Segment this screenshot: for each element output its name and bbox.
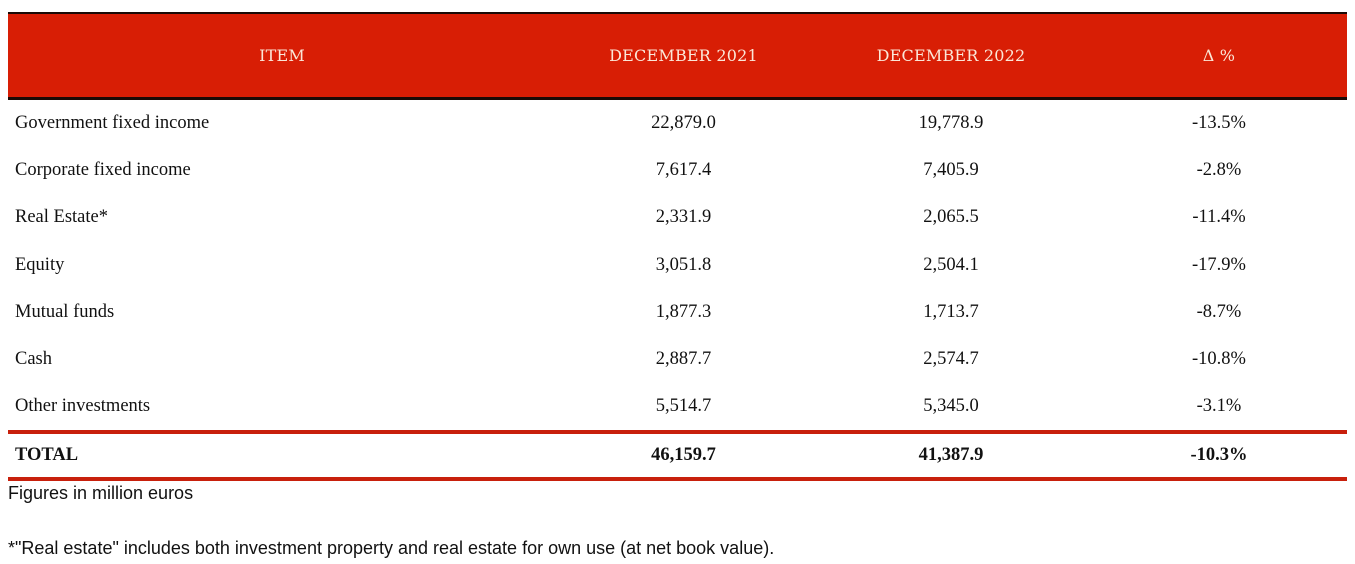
total-bottom-rule <box>8 477 1347 482</box>
row-item: Real Estate* <box>15 207 108 228</box>
row-dec2021: 3,051.8 <box>655 254 712 275</box>
row-dec2021: 7,617.4 <box>655 160 712 181</box>
row-delta: -11.4% <box>1192 207 1246 228</box>
investments-table: ITEM DECEMBER 2021 DECEMBER 2022 Δ % Gov… <box>8 12 1347 482</box>
header-december-2022: DECEMBER 2022 <box>876 46 1026 65</box>
table-row: Cash 2,887.7 2,574.7 -10.8% <box>8 336 1347 383</box>
row-item: Government fixed income <box>15 113 210 134</box>
row-dec2022: 19,778.9 <box>918 113 984 134</box>
row-item: Mutual funds <box>15 301 115 322</box>
table-row: Real Estate* 2,331.9 2,065.5 -11.4% <box>8 194 1347 241</box>
table-row: Equity 3,051.8 2,504.1 -17.9% <box>8 242 1347 289</box>
header-bottom-rule <box>8 97 1347 100</box>
header-delta-percent: Δ % <box>1202 46 1236 65</box>
row-dec2021: 5,514.7 <box>655 396 712 417</box>
total-delta: -10.3% <box>1190 445 1248 466</box>
total-row: TOTAL 46,159.7 41,387.9 -10.3% <box>8 434 1347 477</box>
row-delta: -2.8% <box>1196 160 1242 181</box>
total-dec2021: 46,159.7 <box>651 445 716 466</box>
table-row: Government fixed income 22,879.0 19,778.… <box>8 100 1347 147</box>
row-item: Corporate fixed income <box>15 160 191 181</box>
row-delta: -10.8% <box>1192 349 1246 370</box>
row-dec2021: 2,331.9 <box>655 207 712 228</box>
real-estate-footnote: *"Real estate" includes both investment … <box>8 538 775 558</box>
row-dec2022: 5,345.0 <box>923 396 979 417</box>
row-dec2022: 7,405.9 <box>923 160 979 181</box>
table-body: Government fixed income 22,879.0 19,778.… <box>8 100 1347 430</box>
row-delta: -17.9% <box>1192 254 1246 275</box>
table-row: Other investments 5,514.7 5,345.0 -3.1% <box>8 383 1347 430</box>
table-header: ITEM DECEMBER 2021 DECEMBER 2022 Δ % <box>8 14 1347 97</box>
header-item: ITEM <box>259 46 305 65</box>
row-delta: -8.7% <box>1196 301 1242 322</box>
row-delta: -13.5% <box>1192 113 1246 134</box>
total-top-rule <box>8 430 1347 435</box>
row-dec2021: 22,879.0 <box>651 113 716 134</box>
row-item: Cash <box>15 349 52 370</box>
row-dec2021: 1,877.3 <box>655 301 712 322</box>
header-december-2021: DECEMBER 2021 <box>609 46 758 65</box>
units-note: Figures in million euros <box>8 483 194 503</box>
row-item: Other investments <box>15 396 151 417</box>
total-label: TOTAL <box>15 445 79 466</box>
total-dec2022: 41,387.9 <box>918 445 984 466</box>
table-row: Corporate fixed income 7,617.4 7,405.9 -… <box>8 147 1347 194</box>
row-dec2022: 2,574.7 <box>923 349 979 370</box>
row-item: Equity <box>15 254 65 275</box>
row-dec2021: 2,887.7 <box>655 349 712 370</box>
row-delta: -3.1% <box>1196 396 1242 417</box>
table-row: Mutual funds 1,877.3 1,713.7 -8.7% <box>8 289 1347 336</box>
row-dec2022: 2,504.1 <box>923 254 979 275</box>
row-dec2022: 1,713.7 <box>923 301 979 322</box>
row-dec2022: 2,065.5 <box>923 207 979 228</box>
table-top-rule <box>8 12 1347 14</box>
